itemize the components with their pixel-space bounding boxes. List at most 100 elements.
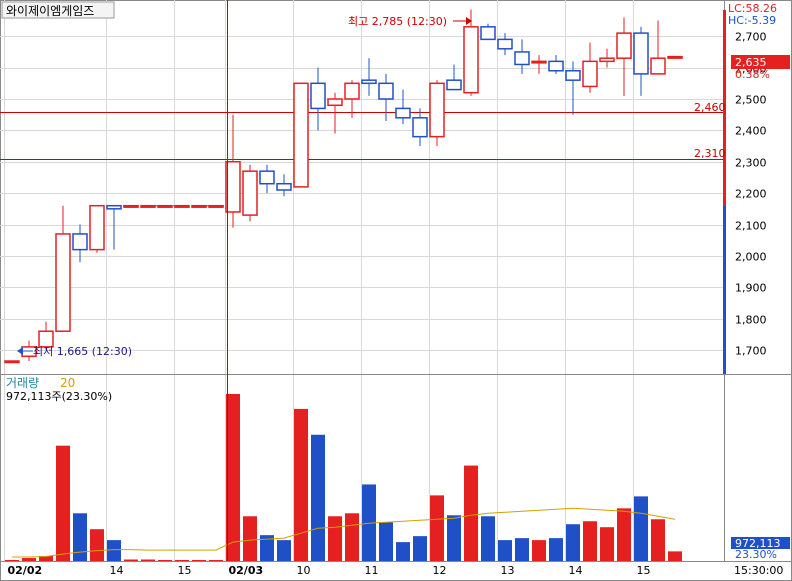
candle [225, 114, 241, 228]
candle [4, 360, 20, 364]
price-tick-label: 1,900 [735, 282, 767, 295]
volume-bar [498, 540, 512, 561]
current-volume-pct: 23.30% [735, 548, 777, 561]
volume-bar [532, 540, 546, 561]
volume-bar [396, 542, 410, 561]
candle [599, 48, 615, 68]
volume-bar [634, 496, 648, 561]
candle [123, 204, 139, 208]
price-tick-label: 2,700 [735, 31, 767, 44]
candle [55, 205, 71, 332]
candle [38, 321, 54, 351]
candle [446, 64, 462, 91]
time-tick-label: 02/03 [229, 564, 264, 577]
volume-bar [158, 560, 172, 561]
volume-bar [107, 540, 121, 561]
volume-ma-period: 20 [60, 376, 75, 390]
time-axis: 02/02 14 15 02/03 10 11 12 13 14 15 [8, 564, 651, 577]
price-tick-label: 2,100 [735, 220, 767, 233]
candle [497, 33, 513, 56]
volume-bar [464, 465, 478, 561]
volume-bar [5, 560, 19, 561]
time-tick-label: 02/02 [8, 564, 43, 577]
time-tick-label: 10 [297, 564, 311, 577]
volume-bar [583, 521, 597, 561]
title-tab[interactable]: 와이제이엠게임즈 [1, 1, 115, 19]
volume-bar [226, 393, 240, 561]
volume-bar [600, 527, 614, 561]
volume-bar [90, 529, 104, 561]
price-tick-label: 2,200 [735, 188, 767, 201]
candle [72, 224, 88, 263]
candle [582, 42, 598, 93]
range-bar-high [723, 10, 726, 206]
candle [378, 73, 394, 121]
guide-label-2310: 2,310 [694, 147, 726, 160]
end-time-label: 15:30:00 [734, 564, 783, 577]
time-tick-label: 13 [501, 564, 515, 577]
volume-bar [124, 559, 138, 561]
volume-ma-polyline [12, 507, 676, 558]
volume-bar [294, 408, 308, 561]
volume-bar [379, 522, 393, 561]
candle [667, 55, 683, 59]
volume-bar [668, 551, 682, 561]
guide-lines [0, 112, 724, 160]
current-price-label: 2,635 [735, 56, 767, 69]
price-tick-label: 1,800 [735, 314, 767, 327]
volume-bar [447, 515, 461, 561]
volume-bars [5, 393, 682, 561]
volume-bar [617, 508, 631, 561]
time-tick-label: 14 [110, 564, 124, 577]
volume-bar [73, 513, 87, 561]
price-tick-label: 1,700 [735, 345, 767, 358]
volume-bar [566, 524, 580, 561]
candle [480, 23, 496, 41]
candle [89, 204, 105, 253]
candle [259, 164, 275, 194]
volume-bar [22, 558, 36, 561]
volume-bar [481, 516, 495, 561]
title-tab-label: 와이제이엠게임즈 [6, 4, 94, 18]
current-volume-label: 972,113 [735, 537, 781, 550]
candlestick-series [4, 9, 683, 364]
time-tick-label: 15 [178, 564, 192, 577]
candle [106, 204, 122, 250]
volume-bar [192, 560, 206, 561]
low-annotation: 최저 1,665 (12:30) [33, 345, 132, 358]
price-tick-label: 2,400 [735, 125, 767, 138]
volume-ma-line [12, 507, 676, 558]
volume-title: 거래량 [6, 376, 39, 390]
candle [548, 55, 564, 74]
candle [531, 55, 547, 74]
price-tick-label: 2,000 [735, 251, 767, 264]
volume-bar [651, 519, 665, 561]
candle [463, 9, 479, 96]
candle [429, 80, 445, 147]
candle [514, 39, 530, 74]
volume-bar [328, 516, 342, 561]
candle [174, 204, 190, 208]
volume-bar [345, 513, 359, 561]
candle [293, 82, 309, 188]
price-tick-label: 2,500 [735, 94, 767, 107]
candle [361, 58, 377, 96]
volume-bar [56, 445, 70, 561]
volume-bar [549, 538, 563, 561]
high-arrow-icon [453, 17, 472, 25]
candle [276, 174, 292, 197]
time-tick-label: 12 [433, 564, 447, 577]
volume-bar [39, 556, 53, 561]
candle [310, 67, 326, 131]
current-volume-tag: 972,113 [731, 537, 790, 550]
volume-bar [515, 538, 529, 561]
current-price-tag: 2,635 [731, 55, 790, 69]
volume-bar [430, 495, 444, 561]
volume-bar [243, 516, 257, 561]
volume-bar [413, 536, 427, 561]
candle [344, 80, 360, 118]
low-arrow-icon [17, 347, 33, 355]
volume-bar [277, 540, 291, 561]
